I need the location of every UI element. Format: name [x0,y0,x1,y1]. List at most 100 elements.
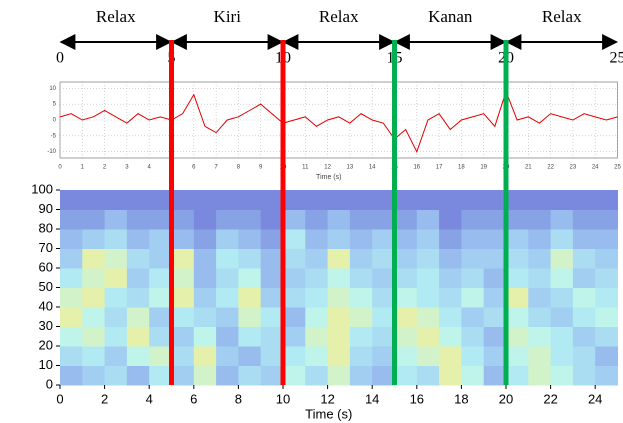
heatmap-cell [126,307,150,327]
heatmap-cell [416,326,440,347]
heatmap-cell [171,346,195,366]
heatmap-cell [372,248,395,269]
heatmap-cell [572,365,596,386]
heatmap-cell [595,229,618,249]
heatmap-cell [572,209,596,230]
heatmap-cell [461,229,485,249]
y-tick-label: 0 [46,376,53,391]
heatmap-cell [439,248,462,269]
heatmap-cell [193,268,217,288]
heatmap-cell [216,326,239,347]
heatmap-cell [104,229,128,249]
x-tick-label: 1 [81,165,85,171]
heatmap-cell [82,346,106,366]
heatmap-cell [104,209,128,230]
heatmap-cell [260,190,284,210]
heatmap-cell [394,365,418,386]
heatmap-cell [60,229,83,249]
heatmap-cell [394,346,418,366]
heatmap-cell [550,190,574,210]
x-tick-label: 8 [237,165,241,171]
heatmap-cell [60,326,83,347]
y-tick-label: 90 [39,201,53,216]
heatmap-cell [149,248,172,269]
heatmap-cell [216,209,239,230]
heatmap-cell [416,287,440,308]
heatmap-cell [305,229,329,249]
heatmap-cell [394,307,418,327]
heatmap-cell [506,346,529,366]
heatmap-cell [528,190,552,210]
heatmap-cell [238,229,262,249]
heatmap-cell [349,229,373,249]
x-axis-label: Time (s) [305,406,352,421]
heatmap-cell [572,229,596,249]
y-tick-label: 50 [39,279,53,294]
heatmap-cell [483,365,507,386]
heatmap-cell [193,307,217,327]
heatmap-cell [506,307,529,327]
heatmap-cell [305,326,329,347]
x-tick-label: 0 [58,165,62,171]
heatmap-cell [349,190,373,210]
heatmap-cell [283,190,306,210]
heatmap-cell [506,326,529,347]
heatmap-cell [372,287,395,308]
heatmap-cell [506,190,529,210]
heatmap-cell [104,287,128,308]
heatmap-cell [461,287,485,308]
heatmap-cell [260,287,284,308]
x-tick-label: 2 [103,165,107,171]
x-tick-label: 13 [347,165,354,171]
heatmap-cell [126,287,150,308]
heatmap-cell [171,307,195,327]
heatmap-cell [439,229,462,249]
heatmap-cell [305,346,329,366]
heatmap-cell [104,365,128,386]
x-tick-label: 24 [592,165,599,171]
heatmap-cell [82,287,106,308]
heatmap-cell [372,209,395,230]
heatmap-cell [394,326,418,347]
heatmap-cell [126,326,150,347]
x-tick-label: 9 [259,165,263,171]
heatmap-cell [305,248,329,269]
heatmap-cell [506,268,529,288]
heatmap-cell [238,209,262,230]
x-tick-label: 10 [276,391,290,406]
heatmap-cell [149,190,172,210]
heatmap-cell [372,326,395,347]
heatmap-cell [193,326,217,347]
heatmap-cell [238,190,262,210]
x-tick-label: 24 [588,391,602,406]
heatmap-cell [305,287,329,308]
heatmap-cell [461,365,485,386]
heatmap-cell [260,326,284,347]
heatmap-cell [550,346,574,366]
y-tick-label: -5 [51,133,57,139]
x-tick-label: 20 [499,391,513,406]
x-tick-label: 4 [148,165,152,171]
heatmap-cell [149,326,172,347]
heatmap-cell [193,190,217,210]
heatmap-cell [595,307,618,327]
heatmap-cell [528,229,552,249]
x-tick-label: 17 [436,165,443,171]
x-tick-label: 22 [547,165,554,171]
heatmap-cell [550,287,574,308]
heatmap-cell [349,346,373,366]
heatmap-cell [528,346,552,366]
heatmap-cell [349,365,373,386]
heatmap-cell [550,248,574,269]
heatmap-cell [595,365,618,386]
heatmap-cell [349,307,373,327]
heatmap-cell [216,307,239,327]
x-tick-label: 3 [125,165,129,171]
heatmap-cell [416,190,440,210]
heatmap-cell [595,190,618,210]
heatmap-cell [349,248,373,269]
heatmap-cell [149,307,172,327]
heatmap-cell [327,209,351,230]
heatmap-cell [439,326,462,347]
